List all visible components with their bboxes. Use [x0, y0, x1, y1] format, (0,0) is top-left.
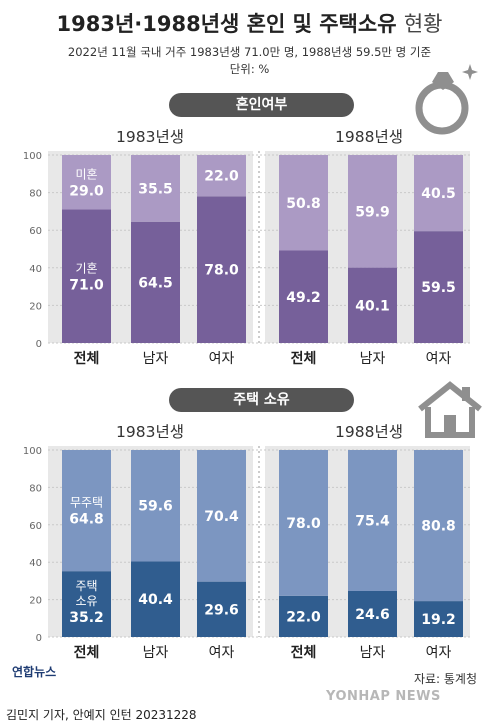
marriage-category-label: 남자 [360, 351, 386, 367]
housing-value-label-upper: 64.8 [69, 512, 104, 528]
marriage-value-label-lower: 59.5 [421, 280, 456, 296]
housing-y-tick: 80 [29, 483, 42, 494]
marriage-value-label-upper: 40.5 [421, 186, 456, 202]
marriage-series-name-upper: 미혼 [75, 167, 97, 181]
marriage-category-label: 전체 [291, 350, 317, 367]
marriage-bar-3-upper [279, 155, 328, 251]
housing-bar-0-upper [62, 450, 111, 572]
housing-series-name-upper: 무주택 [70, 496, 103, 510]
marriage-value-label-lower: 64.5 [138, 275, 173, 291]
marriage-value-label-upper: 59.9 [355, 204, 390, 220]
housing-value-label-lower: 35.2 [69, 610, 104, 626]
marriage-bar-1-lower [131, 221, 180, 343]
housing-bar-4-upper [348, 450, 397, 591]
marriage-y-tick: 80 [29, 189, 42, 200]
housing-value-label-lower: 22.0 [286, 609, 321, 625]
group-label-1988: 1988년생 [335, 128, 403, 146]
housing-value-label-upper: 75.4 [355, 513, 390, 529]
subtitle: 2022년 11월 국내 거주 1983년생 71.0만 명, 1988년생 5… [67, 45, 432, 59]
marriage-category-label: 여자 [426, 351, 452, 367]
marriage-value-label-lower: 78.0 [204, 263, 239, 279]
group-label-1988-housing: 1988년생 [335, 423, 403, 441]
marriage-y-tick: 60 [29, 226, 42, 237]
marriage-bar-0-upper [62, 155, 111, 210]
house-icon [418, 381, 482, 438]
marriage-bar-5-upper [414, 155, 463, 232]
housing-series-name-lower: 주택 [75, 579, 97, 593]
housing-value-label-lower: 19.2 [421, 612, 456, 628]
housing-bar-3-upper [279, 450, 328, 596]
housing-series-name-lower-2: 소유 [75, 594, 97, 608]
housing-bar-2-upper [197, 450, 246, 582]
marriage-y-tick: 100 [23, 151, 42, 162]
housing-bar-3-lower [279, 595, 328, 637]
marriage-value-label-lower: 49.2 [286, 290, 321, 306]
section-housing-title: 주택 소유 [169, 388, 354, 412]
marriage-category-label: 남자 [143, 351, 169, 367]
housing-bar-5-upper [414, 450, 463, 602]
page-title: 1983년·1988년생 혼인 및 주택소유 현황 [0, 8, 499, 38]
marriage-value-label-upper: 22.0 [204, 169, 239, 185]
housing-category-label: 전체 [291, 644, 317, 661]
credit-line: 김민지 기자, 안예지 인턴 20231228 [6, 708, 197, 722]
marriage-category-label: 여자 [209, 351, 235, 367]
marriage-bar-3-lower [279, 250, 328, 343]
marriage-bar-1-upper [131, 155, 180, 222]
group-label-1983-housing: 1983년생 [116, 423, 184, 441]
housing-value-label-upper: 78.0 [286, 516, 321, 532]
marriage-value-label-lower: 40.1 [355, 298, 390, 314]
title-suffix: 현황 [403, 12, 443, 36]
housing-bar-1-upper [131, 450, 180, 562]
housing-bar-1-lower [131, 561, 180, 637]
housing-category-label: 여자 [426, 645, 452, 661]
housing-y-tick: 20 [29, 596, 42, 607]
marriage-value-label-upper: 35.5 [138, 181, 173, 197]
housing-bar-2-lower [197, 581, 246, 637]
yonhap-logo: 연합뉴스 [12, 665, 57, 679]
marriage-y-tick: 0 [36, 339, 42, 350]
unit-label: 단위: % [229, 62, 270, 76]
housing-category-label: 여자 [209, 645, 235, 661]
marriage-value-label-upper: 29.0 [69, 183, 104, 199]
housing-value-label-upper: 59.6 [138, 499, 173, 515]
title-main: 1983년·1988년생 혼인 및 주택소유 [56, 12, 397, 36]
housing-value-label-lower: 29.6 [204, 602, 239, 618]
housing-value-label-upper: 70.4 [204, 509, 239, 525]
housing-category-label: 남자 [143, 645, 169, 661]
marriage-series-name-lower: 기혼 [75, 261, 97, 275]
housing-y-tick: 60 [29, 521, 42, 532]
marriage-bar-4-lower [348, 267, 397, 343]
marriage-bar-0-lower [62, 209, 111, 343]
marriage-value-label-upper: 50.8 [286, 196, 321, 212]
marriage-bar-4-upper [348, 155, 397, 268]
marriage-value-label-lower: 71.0 [69, 277, 104, 293]
housing-y-tick: 100 [23, 446, 42, 457]
housing-value-label-lower: 24.6 [355, 607, 390, 623]
marriage-y-tick: 40 [29, 264, 42, 275]
marriage-category-label: 전체 [74, 350, 100, 367]
marriage-bar-2-lower [197, 196, 246, 343]
housing-bar-0-lower [62, 571, 111, 637]
housing-category-label: 전체 [74, 644, 100, 661]
housing-y-tick: 40 [29, 558, 42, 569]
housing-bar-4-lower [348, 590, 397, 637]
ring-icon [415, 64, 478, 135]
section-marriage-title: 혼인여부 [169, 93, 354, 117]
group-label-1983: 1983년생 [116, 128, 184, 146]
marriage-bar-2-upper [197, 155, 246, 197]
housing-value-label-lower: 40.4 [138, 592, 173, 608]
housing-bar-5-lower [414, 601, 463, 637]
housing-value-label-upper: 80.8 [421, 519, 456, 535]
marriage-y-tick: 20 [29, 301, 42, 312]
source-label: 자료: 통계청 [413, 672, 477, 686]
housing-y-tick: 0 [36, 633, 42, 644]
watermark: YONHAP NEWS [326, 689, 441, 704]
housing-category-label: 남자 [360, 645, 386, 661]
marriage-bar-5-lower [414, 231, 463, 343]
